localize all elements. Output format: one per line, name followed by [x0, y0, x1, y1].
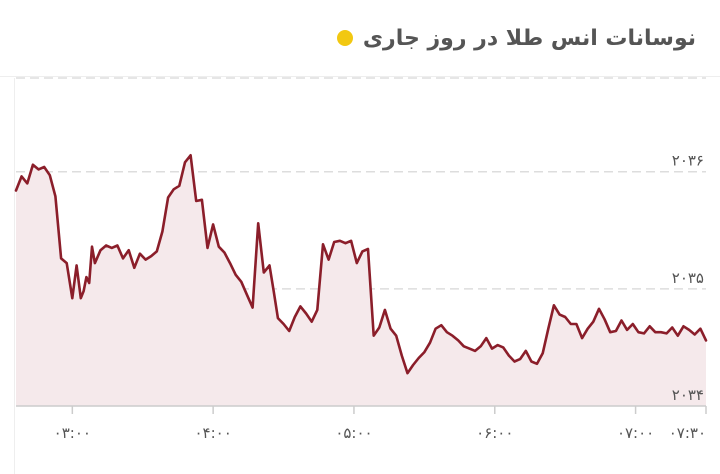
y-axis-ticks: ۲۰۳۴ ۲۰۳۵ ۲۰۳۶ [672, 152, 704, 404]
card-header: نوسانات انس طلا در روز جاری [336, 18, 696, 58]
y-tick-label: ۲۰۳۶ [672, 152, 704, 170]
x-tick-label: ۰۷:۳۰ [669, 424, 706, 442]
card-left-border [14, 78, 15, 474]
price-area [16, 155, 706, 406]
x-tick-label: ۰۵:۰۰ [335, 424, 372, 442]
header-divider [0, 76, 720, 77]
x-tick-label: ۰۷:۰۰ [617, 424, 654, 442]
legend-dot-icon [336, 30, 353, 46]
x-tick-label: ۰۶:۰۰ [476, 424, 513, 442]
x-tick-label: ۰۴:۰۰ [195, 424, 232, 442]
price-line [14, 154, 708, 375]
x-axis-ticks: ۰۳:۰۰ ۰۴:۰۰ ۰۵:۰۰ ۰۶:۰۰ ۰۷:۰۰ ۰۷:۳۰ [54, 406, 707, 442]
y-tick-label: ۲۰۳۵ [672, 269, 704, 287]
x-tick-label: ۰۳:۰۰ [54, 424, 91, 442]
y-tick-label: ۲۰۳۴ [672, 386, 704, 404]
chart-title: نوسانات انس طلا در روز جاری [362, 25, 696, 51]
